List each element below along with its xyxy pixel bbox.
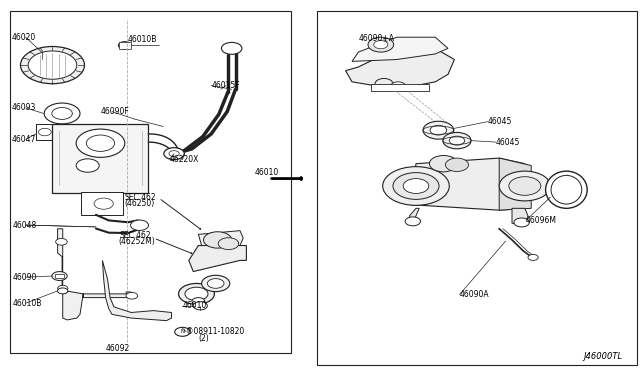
Text: 46220X: 46220X [170,155,199,164]
Circle shape [528,254,538,260]
Text: (46250): (46250) [125,199,155,208]
Text: 46096M: 46096M [526,216,557,225]
Bar [119,42,131,49]
Circle shape [193,302,207,310]
Bar [10,11,291,353]
Circle shape [126,292,138,299]
Ellipse shape [551,176,582,204]
Circle shape [221,42,242,54]
Circle shape [28,51,77,79]
Text: 46015F: 46015F [211,81,240,90]
Polygon shape [58,229,131,320]
Text: 46092: 46092 [106,344,130,353]
Polygon shape [352,37,448,61]
Polygon shape [512,208,528,225]
Circle shape [204,232,232,248]
Text: 46020: 46020 [12,33,36,42]
Text: ®08911-10820: ®08911-10820 [186,327,244,336]
Text: SEC.462: SEC.462 [125,193,156,202]
Circle shape [179,283,214,304]
Circle shape [383,167,449,205]
Text: 46090+A: 46090+A [358,34,394,43]
Polygon shape [198,231,243,246]
Circle shape [76,159,99,172]
Polygon shape [102,260,172,321]
Ellipse shape [545,171,588,208]
Circle shape [499,171,550,201]
Text: 46048: 46048 [13,221,37,230]
Circle shape [405,217,420,226]
Circle shape [430,125,447,135]
Circle shape [175,327,190,336]
Circle shape [393,173,439,199]
Bar [81,192,123,215]
Text: J46000TL: J46000TL [583,352,622,361]
Circle shape [169,151,179,157]
Text: 46045: 46045 [496,138,520,147]
Circle shape [52,108,72,119]
Bar [55,274,64,278]
Circle shape [509,177,541,195]
Text: (2): (2) [198,334,209,343]
Text: 46010B: 46010B [13,299,42,308]
Polygon shape [499,158,531,210]
Circle shape [218,238,239,250]
Circle shape [56,238,67,245]
Polygon shape [189,246,246,272]
Bar [36,124,54,140]
Text: 46045: 46045 [488,117,512,126]
Circle shape [44,103,80,124]
Circle shape [185,287,208,301]
Circle shape [192,298,205,305]
Text: 46010: 46010 [255,169,279,177]
Text: N: N [180,329,184,334]
Circle shape [38,128,51,136]
Polygon shape [410,208,419,223]
Bar [371,84,429,91]
Circle shape [131,220,148,231]
Circle shape [403,179,429,193]
Circle shape [86,135,115,151]
Circle shape [390,82,406,91]
Circle shape [52,272,67,280]
Circle shape [443,132,471,149]
Text: 46090F: 46090F [101,107,130,116]
Circle shape [423,121,454,139]
Circle shape [429,155,458,172]
Bar [52,124,148,193]
Bar [317,11,637,365]
Text: (46252M): (46252M) [118,237,155,246]
Text: 46090: 46090 [13,273,37,282]
Circle shape [202,275,230,292]
Text: 46047: 46047 [12,135,36,144]
Circle shape [445,158,468,171]
Polygon shape [346,48,454,89]
Text: 46093: 46093 [12,103,36,112]
Circle shape [374,41,388,49]
Text: 46010: 46010 [182,301,207,310]
Text: 46010B: 46010B [128,35,157,44]
Circle shape [118,42,131,49]
Text: 46090A: 46090A [460,290,489,299]
Circle shape [76,129,125,157]
Circle shape [375,78,393,89]
Text: SEC.462: SEC.462 [120,231,151,240]
Circle shape [514,218,529,227]
Circle shape [207,279,224,288]
Circle shape [58,285,68,291]
Circle shape [94,198,113,209]
Circle shape [20,46,84,84]
Polygon shape [410,158,525,210]
Circle shape [449,136,465,145]
Circle shape [368,37,394,52]
Circle shape [58,288,68,294]
Circle shape [164,148,184,160]
